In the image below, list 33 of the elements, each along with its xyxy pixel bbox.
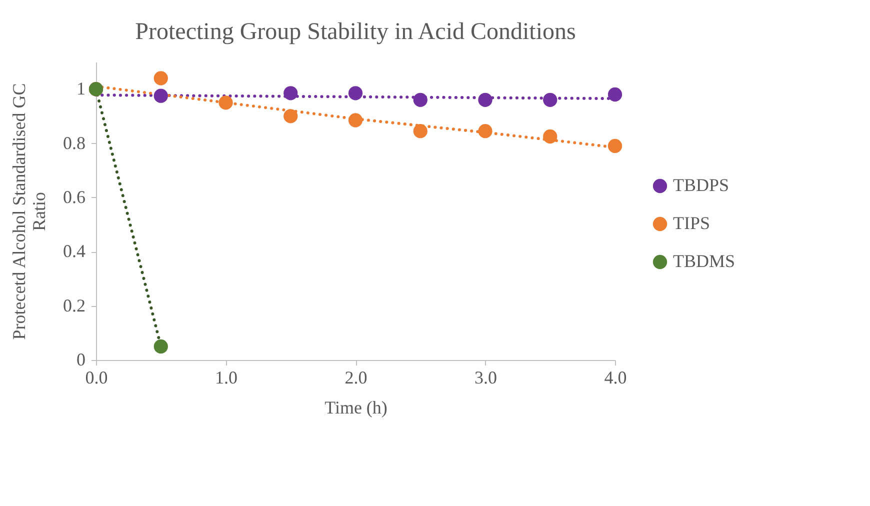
legend-label: TIPS bbox=[673, 213, 710, 233]
point bbox=[413, 124, 428, 138]
y-tick-label: 0.6 bbox=[63, 186, 86, 207]
x-tick-label: 1.0 bbox=[215, 368, 238, 388]
y-tick-label: 0 bbox=[76, 350, 86, 370]
point bbox=[478, 124, 492, 138]
point bbox=[543, 129, 558, 144]
legend-label: TBDPS bbox=[673, 175, 730, 195]
point bbox=[413, 92, 428, 107]
y-tick-label: 0.4 bbox=[63, 241, 86, 262]
point bbox=[543, 92, 558, 107]
x-tick-label: 3.0 bbox=[474, 368, 497, 388]
y-tick-label: 0.2 bbox=[63, 295, 86, 316]
chart-title: Protecting Group Stability in Acid Conditions bbox=[135, 19, 576, 45]
point bbox=[218, 96, 233, 110]
point bbox=[154, 339, 168, 354]
point bbox=[348, 113, 363, 128]
legend-label: TBDMS bbox=[673, 251, 736, 271]
point bbox=[478, 92, 492, 107]
point bbox=[348, 86, 363, 100]
y-tick-label: 1 bbox=[76, 78, 86, 99]
point bbox=[284, 86, 298, 100]
point bbox=[608, 138, 622, 154]
point bbox=[608, 87, 622, 102]
x-tick-label: 2.0 bbox=[344, 368, 368, 388]
x-tick-label: 4.0 bbox=[604, 368, 627, 388]
point bbox=[154, 71, 168, 86]
y-tick-label: 0.8 bbox=[63, 132, 86, 153]
x-axis-title: Time (h) bbox=[324, 398, 388, 418]
x-tick-label: 0.0 bbox=[85, 368, 108, 388]
point bbox=[284, 109, 298, 124]
y-axis-title: Protecetd Alcohol Standardised GC Ratio bbox=[9, 83, 49, 340]
point bbox=[154, 88, 168, 103]
